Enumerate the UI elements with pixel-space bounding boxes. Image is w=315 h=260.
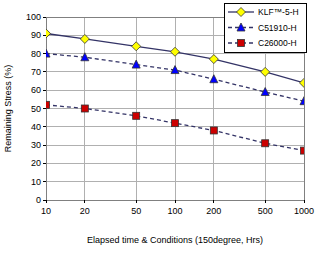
series-point <box>171 47 180 56</box>
x-tick-label: 50 <box>131 206 141 216</box>
x-grid-line <box>213 17 214 200</box>
y-tick-label: 30 <box>31 140 41 150</box>
y-tick-label: 0 <box>36 195 41 205</box>
y-tick <box>43 71 46 72</box>
x-tick <box>136 200 137 203</box>
y-tick-label: 50 <box>31 104 41 114</box>
legend-marker <box>237 23 245 31</box>
series-point <box>81 105 88 112</box>
y-tick <box>43 35 46 36</box>
series-point <box>300 97 304 105</box>
x-tick <box>304 200 305 203</box>
x-tick <box>213 200 214 203</box>
series-point <box>172 120 179 127</box>
series-point <box>261 88 269 96</box>
series-point <box>209 55 218 64</box>
series-point <box>46 49 50 57</box>
legend-marker <box>238 40 245 47</box>
y-tick-label: 90 <box>31 30 41 40</box>
x-tick-label: 100 <box>167 206 182 216</box>
y-tick-label: 10 <box>31 177 41 187</box>
series-point <box>210 75 218 83</box>
y-tick <box>43 53 46 54</box>
series-point <box>80 34 89 43</box>
x-tick <box>84 200 85 203</box>
plot-frame <box>46 17 304 200</box>
series-point <box>262 140 269 147</box>
series-point <box>171 66 179 74</box>
plot-area <box>46 17 304 200</box>
y-tick-label: 80 <box>31 49 41 59</box>
legend-label: C51910-H <box>258 23 297 33</box>
x-axis-title: Elapsed time & Conditions (150degree, Hr… <box>87 235 263 245</box>
y-tick <box>43 126 46 127</box>
legend-box <box>224 3 306 52</box>
y-tick-label: 70 <box>31 67 41 77</box>
x-tick-label: 200 <box>206 206 221 216</box>
y-tick-label: 40 <box>31 122 41 132</box>
series-line <box>46 105 304 151</box>
series-group <box>46 29 304 154</box>
legend: KLF™-5-H C51910-H C26000-H <box>224 3 306 52</box>
chart: 0102030405060708090100102050100200500100… <box>0 0 315 260</box>
x-tick-label: 1000 <box>294 206 314 216</box>
y-tick-label: 60 <box>31 85 41 95</box>
x-tick-label: 10 <box>41 206 51 216</box>
series-line <box>46 54 304 102</box>
y-tick <box>43 90 46 91</box>
series-point <box>133 112 140 119</box>
series-point <box>46 101 50 108</box>
series-line <box>46 33 304 82</box>
legend-marker <box>237 8 246 17</box>
y-tick <box>43 108 46 109</box>
y-tick <box>43 181 46 182</box>
y-axis-title: Remaining Stress (%) <box>3 65 13 153</box>
legend-label: C26000-H <box>258 38 297 48</box>
series-point <box>301 147 305 154</box>
series-point <box>81 53 89 61</box>
series-point <box>210 127 217 134</box>
y-tick <box>43 17 46 18</box>
y-tick-label: 100 <box>26 12 41 22</box>
series-point <box>46 29 51 38</box>
x-grid-line <box>175 17 176 200</box>
series-point <box>132 42 141 51</box>
series-point <box>300 78 305 87</box>
y-tick-label: 20 <box>31 158 41 168</box>
x-tick-label: 20 <box>80 206 90 216</box>
x-tick <box>265 200 266 203</box>
series-point <box>132 60 140 68</box>
y-tick <box>43 145 46 146</box>
legend-label: KLF™-5-H <box>258 7 299 17</box>
x-tick <box>46 200 47 203</box>
x-tick-label: 500 <box>258 206 273 216</box>
series-point <box>261 67 270 76</box>
y-tick <box>43 163 46 164</box>
x-tick <box>175 200 176 203</box>
